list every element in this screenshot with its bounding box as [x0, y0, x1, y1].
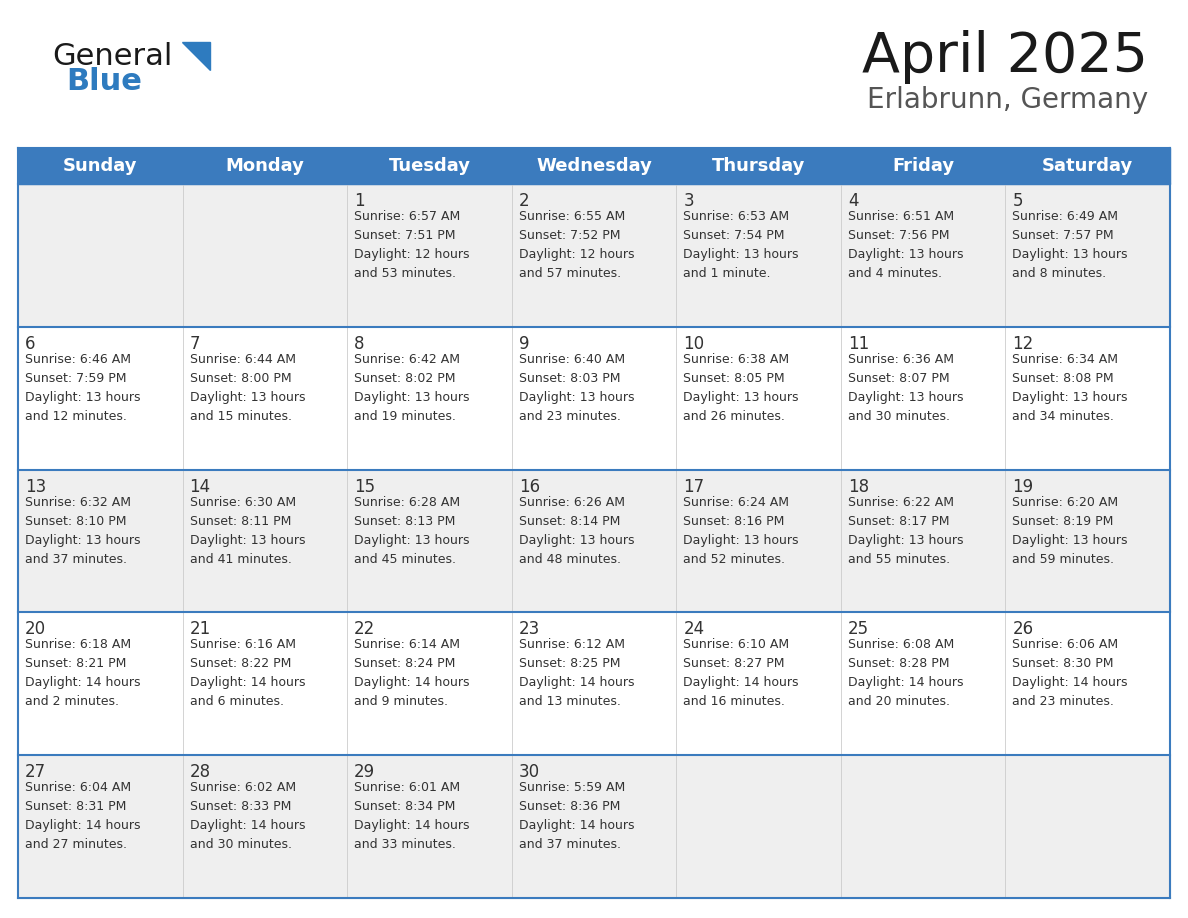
Text: Sunrise: 6:46 AM
Sunset: 7:59 PM
Daylight: 13 hours
and 12 minutes.: Sunrise: 6:46 AM Sunset: 7:59 PM Dayligh…	[25, 353, 140, 423]
Text: Sunrise: 6:14 AM
Sunset: 8:24 PM
Daylight: 14 hours
and 9 minutes.: Sunrise: 6:14 AM Sunset: 8:24 PM Dayligh…	[354, 638, 469, 709]
Text: 6: 6	[25, 335, 36, 353]
Text: 24: 24	[683, 621, 704, 638]
Text: 2: 2	[519, 192, 530, 210]
Text: Sunrise: 6:44 AM
Sunset: 8:00 PM
Daylight: 13 hours
and 15 minutes.: Sunrise: 6:44 AM Sunset: 8:00 PM Dayligh…	[190, 353, 305, 423]
Text: 21: 21	[190, 621, 210, 638]
Text: 30: 30	[519, 763, 539, 781]
Text: Sunrise: 6:08 AM
Sunset: 8:28 PM
Daylight: 14 hours
and 20 minutes.: Sunrise: 6:08 AM Sunset: 8:28 PM Dayligh…	[848, 638, 963, 709]
Text: Erlabrunn, Germany: Erlabrunn, Germany	[867, 86, 1148, 114]
Bar	[18, 756, 1170, 898]
Text: Friday: Friday	[892, 157, 954, 175]
Text: Sunrise: 6:57 AM
Sunset: 7:51 PM
Daylight: 12 hours
and 53 minutes.: Sunrise: 6:57 AM Sunset: 7:51 PM Dayligh…	[354, 210, 469, 280]
Text: 5: 5	[1012, 192, 1023, 210]
Text: 10: 10	[683, 335, 704, 353]
Text: 8: 8	[354, 335, 365, 353]
Text: Sunrise: 6:49 AM
Sunset: 7:57 PM
Daylight: 13 hours
and 8 minutes.: Sunrise: 6:49 AM Sunset: 7:57 PM Dayligh…	[1012, 210, 1127, 280]
Text: 12: 12	[1012, 335, 1034, 353]
Text: Thursday: Thursday	[712, 157, 805, 175]
Bar	[18, 327, 1170, 470]
Text: Sunrise: 6:38 AM
Sunset: 8:05 PM
Daylight: 13 hours
and 26 minutes.: Sunrise: 6:38 AM Sunset: 8:05 PM Dayligh…	[683, 353, 798, 423]
Text: 27: 27	[25, 763, 46, 781]
Text: Sunrise: 6:53 AM
Sunset: 7:54 PM
Daylight: 13 hours
and 1 minute.: Sunrise: 6:53 AM Sunset: 7:54 PM Dayligh…	[683, 210, 798, 280]
Bar	[18, 148, 1170, 898]
Text: Sunrise: 6:40 AM
Sunset: 8:03 PM
Daylight: 13 hours
and 23 minutes.: Sunrise: 6:40 AM Sunset: 8:03 PM Dayligh…	[519, 353, 634, 423]
Text: Sunrise: 6:28 AM
Sunset: 8:13 PM
Daylight: 13 hours
and 45 minutes.: Sunrise: 6:28 AM Sunset: 8:13 PM Dayligh…	[354, 496, 469, 565]
Text: Sunrise: 6:26 AM
Sunset: 8:14 PM
Daylight: 13 hours
and 48 minutes.: Sunrise: 6:26 AM Sunset: 8:14 PM Dayligh…	[519, 496, 634, 565]
Text: 18: 18	[848, 477, 868, 496]
Bar	[18, 470, 1170, 612]
Text: 25: 25	[848, 621, 868, 638]
Text: Wednesday: Wednesday	[536, 157, 652, 175]
Text: 1: 1	[354, 192, 365, 210]
Polygon shape	[182, 42, 210, 70]
Text: General: General	[52, 42, 172, 71]
Text: Blue: Blue	[67, 67, 141, 96]
Text: Sunrise: 6:01 AM
Sunset: 8:34 PM
Daylight: 14 hours
and 33 minutes.: Sunrise: 6:01 AM Sunset: 8:34 PM Dayligh…	[354, 781, 469, 851]
Text: 15: 15	[354, 477, 375, 496]
Text: 19: 19	[1012, 477, 1034, 496]
Text: Sunrise: 6:22 AM
Sunset: 8:17 PM
Daylight: 13 hours
and 55 minutes.: Sunrise: 6:22 AM Sunset: 8:17 PM Dayligh…	[848, 496, 963, 565]
Text: 11: 11	[848, 335, 870, 353]
Text: Sunrise: 6:36 AM
Sunset: 8:07 PM
Daylight: 13 hours
and 30 minutes.: Sunrise: 6:36 AM Sunset: 8:07 PM Dayligh…	[848, 353, 963, 423]
Text: Sunrise: 6:51 AM
Sunset: 7:56 PM
Daylight: 13 hours
and 4 minutes.: Sunrise: 6:51 AM Sunset: 7:56 PM Dayligh…	[848, 210, 963, 280]
Text: 7: 7	[190, 335, 200, 353]
Text: 3: 3	[683, 192, 694, 210]
Text: 20: 20	[25, 621, 46, 638]
Text: 14: 14	[190, 477, 210, 496]
Text: Sunrise: 6:30 AM
Sunset: 8:11 PM
Daylight: 13 hours
and 41 minutes.: Sunrise: 6:30 AM Sunset: 8:11 PM Dayligh…	[190, 496, 305, 565]
Bar	[18, 148, 1170, 184]
Bar	[18, 612, 1170, 756]
Text: Sunrise: 6:16 AM
Sunset: 8:22 PM
Daylight: 14 hours
and 6 minutes.: Sunrise: 6:16 AM Sunset: 8:22 PM Dayligh…	[190, 638, 305, 709]
Text: Sunrise: 6:18 AM
Sunset: 8:21 PM
Daylight: 14 hours
and 2 minutes.: Sunrise: 6:18 AM Sunset: 8:21 PM Dayligh…	[25, 638, 140, 709]
Text: 28: 28	[190, 763, 210, 781]
Text: Sunrise: 6:10 AM
Sunset: 8:27 PM
Daylight: 14 hours
and 16 minutes.: Sunrise: 6:10 AM Sunset: 8:27 PM Dayligh…	[683, 638, 798, 709]
Text: Sunrise: 6:34 AM
Sunset: 8:08 PM
Daylight: 13 hours
and 34 minutes.: Sunrise: 6:34 AM Sunset: 8:08 PM Dayligh…	[1012, 353, 1127, 423]
Text: 16: 16	[519, 477, 539, 496]
Text: Tuesday: Tuesday	[388, 157, 470, 175]
Text: Sunrise: 6:12 AM
Sunset: 8:25 PM
Daylight: 14 hours
and 13 minutes.: Sunrise: 6:12 AM Sunset: 8:25 PM Dayligh…	[519, 638, 634, 709]
Text: Sunrise: 6:02 AM
Sunset: 8:33 PM
Daylight: 14 hours
and 30 minutes.: Sunrise: 6:02 AM Sunset: 8:33 PM Dayligh…	[190, 781, 305, 851]
Text: Sunrise: 6:55 AM
Sunset: 7:52 PM
Daylight: 12 hours
and 57 minutes.: Sunrise: 6:55 AM Sunset: 7:52 PM Dayligh…	[519, 210, 634, 280]
Text: Sunrise: 6:20 AM
Sunset: 8:19 PM
Daylight: 13 hours
and 59 minutes.: Sunrise: 6:20 AM Sunset: 8:19 PM Dayligh…	[1012, 496, 1127, 565]
Text: Saturday: Saturday	[1042, 157, 1133, 175]
Text: Sunrise: 6:04 AM
Sunset: 8:31 PM
Daylight: 14 hours
and 27 minutes.: Sunrise: 6:04 AM Sunset: 8:31 PM Dayligh…	[25, 781, 140, 851]
Text: 29: 29	[354, 763, 375, 781]
Text: April 2025: April 2025	[862, 30, 1148, 84]
Text: Sunrise: 6:06 AM
Sunset: 8:30 PM
Daylight: 14 hours
and 23 minutes.: Sunrise: 6:06 AM Sunset: 8:30 PM Dayligh…	[1012, 638, 1127, 709]
Text: 13: 13	[25, 477, 46, 496]
Bar	[18, 184, 1170, 327]
Text: 17: 17	[683, 477, 704, 496]
Text: 9: 9	[519, 335, 529, 353]
Text: 26: 26	[1012, 621, 1034, 638]
Text: 4: 4	[848, 192, 859, 210]
Text: Sunrise: 5:59 AM
Sunset: 8:36 PM
Daylight: 14 hours
and 37 minutes.: Sunrise: 5:59 AM Sunset: 8:36 PM Dayligh…	[519, 781, 634, 851]
Text: Sunrise: 6:32 AM
Sunset: 8:10 PM
Daylight: 13 hours
and 37 minutes.: Sunrise: 6:32 AM Sunset: 8:10 PM Dayligh…	[25, 496, 140, 565]
Text: Sunday: Sunday	[63, 157, 138, 175]
Text: 23: 23	[519, 621, 541, 638]
Text: 22: 22	[354, 621, 375, 638]
Text: Sunrise: 6:24 AM
Sunset: 8:16 PM
Daylight: 13 hours
and 52 minutes.: Sunrise: 6:24 AM Sunset: 8:16 PM Dayligh…	[683, 496, 798, 565]
Text: Sunrise: 6:42 AM
Sunset: 8:02 PM
Daylight: 13 hours
and 19 minutes.: Sunrise: 6:42 AM Sunset: 8:02 PM Dayligh…	[354, 353, 469, 423]
Text: Monday: Monday	[226, 157, 304, 175]
